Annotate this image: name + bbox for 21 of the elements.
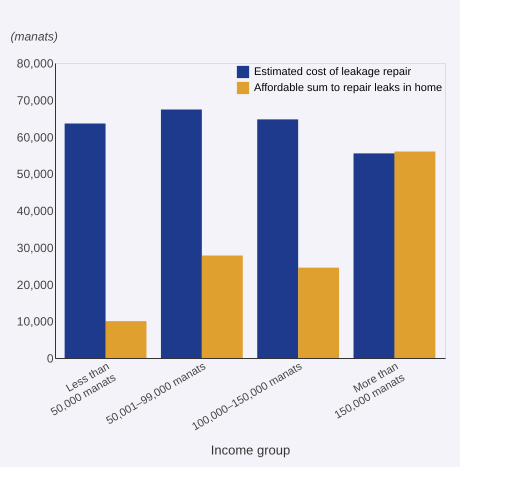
bar [354, 153, 394, 358]
bar [257, 119, 298, 358]
y-tick-label: 10,000 [16, 314, 54, 329]
bar [64, 123, 106, 358]
y-axis-title: (manats) [10, 30, 58, 44]
bar [202, 255, 243, 358]
bar [298, 268, 340, 358]
y-tick-label: 50,000 [16, 167, 54, 182]
y-tick-label: 20,000 [16, 278, 54, 292]
y-tick-label: 40,000 [16, 204, 54, 218]
x-axis-title: Income group [210, 442, 290, 458]
bar [394, 152, 436, 358]
y-tick-label: 60,000 [16, 130, 54, 144]
bar [160, 109, 202, 358]
y-tick-label: 0 [46, 352, 54, 366]
legend-label: Affordable sum to repair leaks in home [254, 82, 442, 94]
y-tick-label: 80,000 [16, 56, 54, 70]
y-tick-label: 70,000 [16, 93, 54, 108]
legend-label: Estimated cost of leakage repair [254, 66, 412, 78]
y-tick-label: 30,000 [16, 240, 54, 255]
bar [106, 321, 146, 358]
